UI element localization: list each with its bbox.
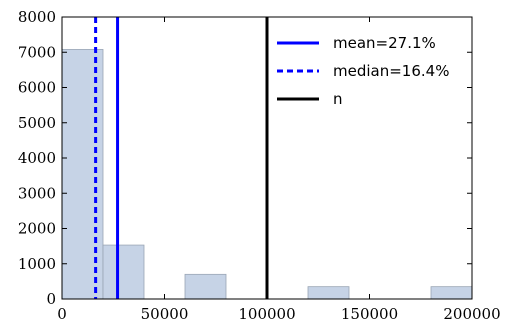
legend: mean=27.1% median=16.4% n (277, 34, 449, 108)
histogram-bar (185, 274, 226, 299)
histogram-bar (431, 287, 472, 299)
y-axis-tick-labels: 0 1000 2000 3000 4000 5000 6000 7000 8000 (18, 8, 56, 308)
x-tick-label: 200000 (443, 305, 500, 323)
y-tick-label: 0 (46, 290, 56, 308)
y-tick-label: 6000 (18, 79, 56, 97)
y-tick-label: 4000 (18, 149, 56, 167)
y-tick-label: 3000 (18, 184, 56, 202)
x-tick-label: 100000 (238, 305, 295, 323)
y-tick-label: 7000 (18, 43, 56, 61)
x-axis-tick-labels: 0 50000 100000 150000 200000 (57, 305, 500, 323)
x-tick-label: 150000 (341, 305, 398, 323)
x-tick-label: 0 (57, 305, 67, 323)
y-tick-label: 8000 (18, 8, 56, 26)
x-tick-label: 50000 (141, 305, 189, 323)
histogram-bar (103, 245, 144, 299)
y-tick-label: 1000 (18, 255, 56, 273)
y-tick-label: 5000 (18, 114, 56, 132)
histogram-bar (308, 287, 349, 299)
legend-label: n (333, 90, 343, 108)
legend-label: median=16.4% (333, 62, 449, 80)
legend-label: mean=27.1% (333, 34, 436, 52)
y-tick-label: 2000 (18, 220, 56, 238)
